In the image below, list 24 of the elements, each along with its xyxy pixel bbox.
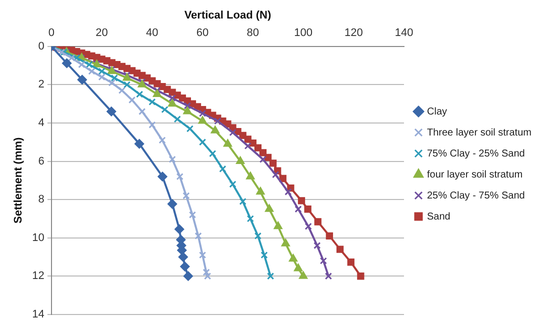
legend-label: 75% Clay - 25% Sand [427,148,525,160]
legend-label: four layer soil stratum [427,169,523,180]
x-tick-label: 40 [146,26,158,39]
x-tick-label: 120 [344,26,363,39]
x-tick-label: 20 [96,26,108,39]
y-tick-label: 8 [38,194,44,206]
y-tick-label: 10 [32,232,44,244]
x-axis-title: Vertical Load (N) [184,10,272,22]
legend-label: Clay [427,106,448,118]
y-tick-label: 4 [38,117,44,130]
legend-label: Three layer soil stratum [427,127,532,138]
x-tick-label: 80 [246,26,260,39]
y-axis-title: Settlement (mm) [12,136,25,224]
x-tick-label: 140 [394,26,414,39]
y-tick-label: 6 [38,155,44,168]
x-tick-label: 100 [294,26,312,39]
y-tick-label: 0 [38,40,44,52]
x-tick-label: 0 [48,26,54,39]
legend-label: Sand [427,211,450,222]
y-tick-label: 12 [32,270,44,282]
y-tick-label: 14 [32,308,44,320]
legend-label: 25% Clay - 75% Sand [427,190,525,202]
x-tick-label: 60 [196,26,209,39]
y-tick-label: 2 [38,78,44,91]
